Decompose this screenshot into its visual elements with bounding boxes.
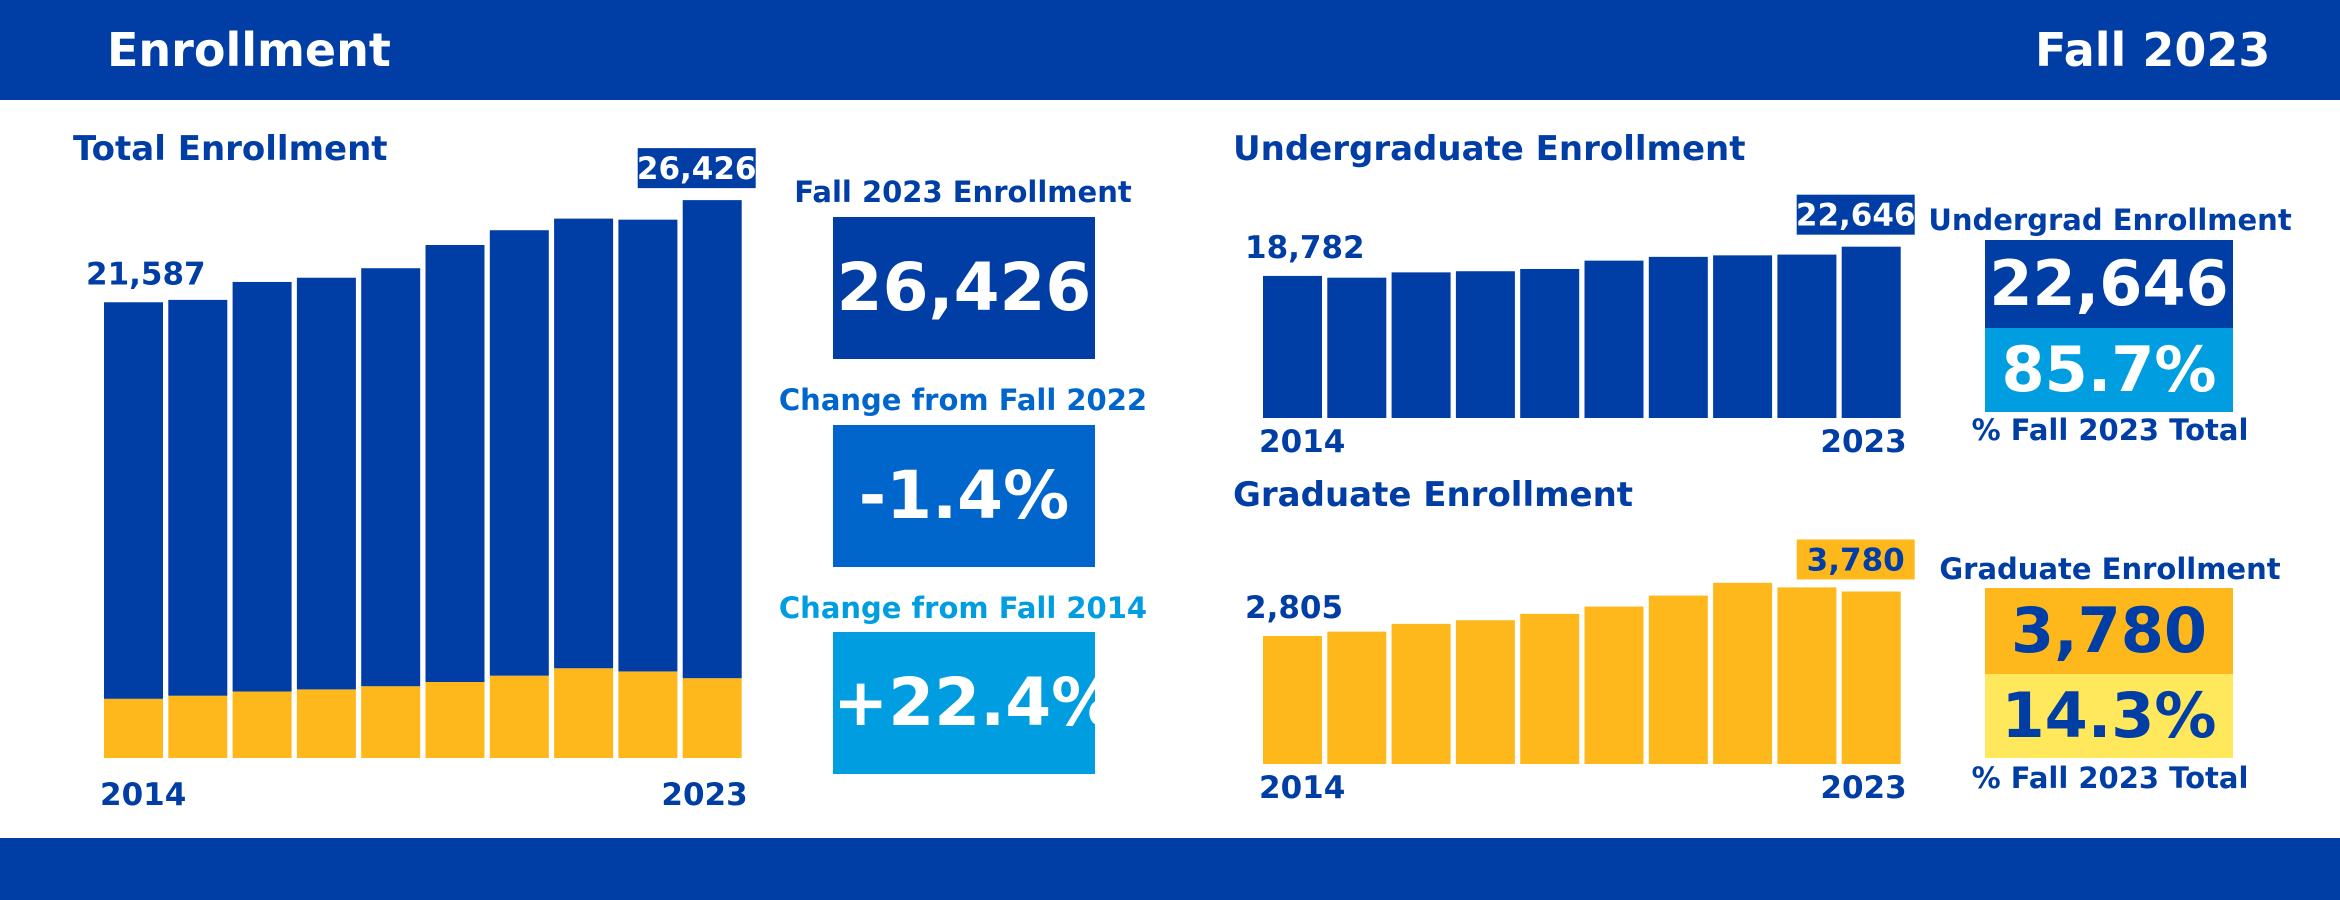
bar-2019 [1584, 260, 1644, 418]
bar-2016 [1391, 623, 1451, 764]
bar-2015 [1327, 277, 1387, 418]
footer-bar [0, 838, 2340, 900]
x-tick-first: 2014 [1259, 424, 1345, 460]
undergrad-enrollment-title: Undergraduate Enrollment [1233, 129, 1746, 169]
data-label-2023: 22,646 [1796, 198, 1916, 234]
total-enrollment-title: Total Enrollment [73, 129, 388, 169]
bar-2018 [1520, 268, 1580, 418]
bar-2014 [1263, 275, 1322, 418]
undergrad-pct-label: % Fall 2023 Total [1971, 413, 2249, 447]
change-2014-label: Change from Fall 2014 [778, 591, 1148, 625]
bar-graduate-2016 [232, 691, 292, 758]
bar-2017 [1455, 620, 1515, 764]
data-label-2023: 26,426 [637, 151, 757, 187]
fall-total-value: 26,426 [833, 217, 1095, 359]
data-label-box-9 [637, 148, 756, 189]
fall-total-label: Fall 2023 Enrollment [794, 175, 1132, 209]
undergrad-kpi-label: Undergrad Enrollment [1928, 203, 2292, 237]
bar-graduate-2023 [682, 678, 742, 758]
bar-2020 [1648, 256, 1708, 418]
x-tick-last: 2023 [661, 777, 747, 813]
undergrad-kpi-pct: 85.7% [1985, 328, 2233, 412]
x-tick-first: 2014 [1259, 770, 1345, 806]
bar-2017 [1455, 271, 1515, 418]
data-label-2023: 3,780 [1807, 542, 1905, 578]
bar-graduate-2018 [361, 686, 421, 758]
bar-2022 [1777, 254, 1837, 418]
undergrad-kpi-value: 22,646 [1985, 240, 2233, 328]
x-tick-first: 2014 [100, 777, 186, 813]
bar-graduate-2017 [296, 689, 356, 758]
change-2022-value: -1.4% [833, 425, 1095, 567]
x-tick-last: 2023 [1820, 424, 1906, 460]
data-label-2014: 21,587 [86, 256, 206, 292]
grad-kpi-label: Graduate Enrollment [1939, 552, 2281, 586]
bar-graduate-2021 [554, 668, 614, 758]
bar-2018 [1520, 613, 1580, 764]
bar-graduate-2014 [104, 698, 163, 758]
bar-undergrad-2023 [682, 200, 742, 679]
bar-graduate-2019 [425, 682, 485, 758]
bar-undergrad-2017 [296, 277, 356, 690]
bar-graduate-2020 [489, 675, 549, 758]
data-label-box-9 [1796, 194, 1915, 235]
bar-2016 [1391, 272, 1451, 418]
header-bar: Enrollment Fall 2023 [0, 0, 2340, 100]
term-label: Fall 2023 [2035, 23, 2271, 77]
bar-2021 [1713, 582, 1773, 764]
bar-undergrad-2022 [618, 219, 678, 672]
bar-undergrad-2018 [361, 268, 421, 687]
change-2014-value: +22.4% [833, 632, 1117, 774]
grad-kpi-value: 3,780 [1985, 588, 2233, 674]
bar-2023 [1841, 591, 1901, 764]
grad-enrollment-title: Graduate Enrollment [1233, 475, 1634, 515]
data-label-2014: 18,782 [1245, 230, 1365, 266]
bar-undergrad-2019 [425, 245, 485, 682]
bar-undergrad-2015 [168, 299, 228, 696]
bar-2022 [1777, 587, 1837, 764]
bar-undergrad-2021 [554, 218, 614, 669]
bar-2021 [1713, 255, 1773, 418]
bar-graduate-2015 [168, 695, 228, 758]
bar-2014 [1263, 635, 1322, 764]
bar-undergrad-2016 [232, 281, 292, 692]
bar-2015 [1327, 631, 1387, 764]
bar-2023 [1841, 246, 1901, 418]
x-tick-last: 2023 [1820, 770, 1906, 806]
bar-undergrad-2014 [104, 302, 163, 699]
bar-graduate-2022 [618, 671, 678, 758]
grad-kpi-pct: 14.3% [1985, 674, 2233, 758]
data-label-2014: 2,805 [1245, 590, 1343, 626]
bar-undergrad-2020 [489, 230, 549, 676]
bar-2020 [1648, 595, 1708, 764]
data-label-box-9 [1796, 539, 1915, 580]
bar-2019 [1584, 606, 1644, 764]
page-title: Enrollment [107, 23, 391, 77]
change-2022-label: Change from Fall 2022 [778, 383, 1148, 417]
grad-pct-label: % Fall 2023 Total [1971, 761, 2249, 795]
